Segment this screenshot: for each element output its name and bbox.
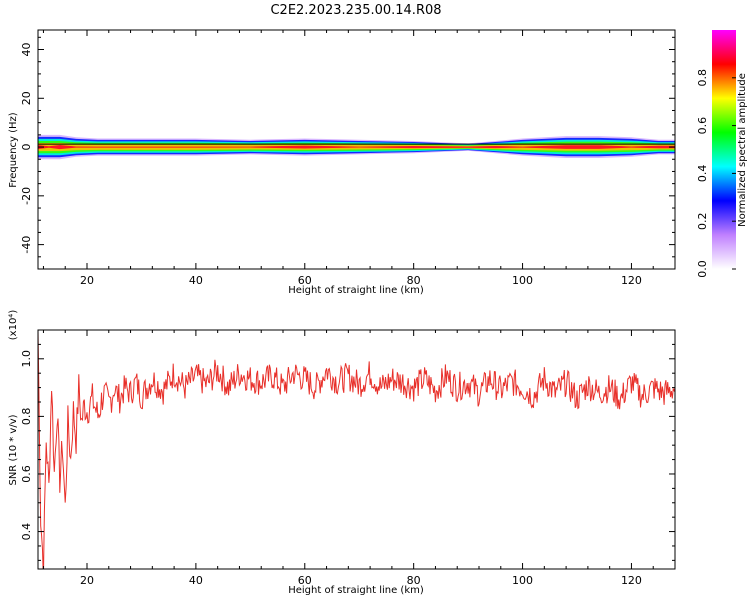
snr-frame (37, 329, 676, 570)
colorbar: 0.0 0.2 0.4 0.6 0.8 Normalized spectral ampl… (696, 30, 748, 278)
x-tick-label: 20 (80, 274, 94, 287)
y-tick-label: 0.8 (20, 408, 33, 426)
colorbar-label: Normalized spectral amplitude (737, 73, 748, 227)
x-tick-label: 100 (512, 274, 533, 287)
x-tick-label: 40 (189, 274, 203, 287)
x-tick-label: 60 (298, 274, 312, 287)
colorbar-ticks: 0.0 0.2 0.4 0.6 0.8 (696, 69, 736, 278)
x-tick-label: 120 (621, 274, 642, 287)
y-tick-label: 0.4 (20, 523, 33, 541)
snr-panel: 20 40 60 80 100 120 0.4 0.6 0.8 1.0 Height of st… (8, 310, 676, 596)
spectral-band-level (38, 145, 675, 150)
colorbar-tick-label: 0.2 (696, 212, 709, 230)
colorbar-tick-label: 0.6 (696, 117, 709, 135)
x-tick-label: 120 (621, 574, 642, 587)
y-tick-label: -40 (20, 236, 33, 254)
y-tick-label: 0 (20, 144, 33, 151)
y-tick-label: 20 (20, 91, 33, 105)
spectrogram-panel: 20 40 60 80 100 120 -40 -20 0 20 40 Height of str… (8, 29, 676, 296)
colorbar-tick-label: 0.8 (696, 69, 709, 87)
spectrogram-y-axis-label: Frequency (Hz) (8, 112, 19, 188)
chart-title: C2E2.2023.235.00.14.R08 (270, 3, 441, 18)
snr-y-axis-label: SNR (10 * v/v) (8, 414, 19, 485)
x-tick-label: 40 (189, 574, 203, 587)
x-tick-label: 100 (512, 574, 533, 587)
snr-y-multiplier-label: (x10⁴) (8, 310, 19, 341)
colorbar-tick-label: 0.4 (696, 165, 709, 183)
x-tick-label: 80 (407, 574, 421, 587)
spectrogram-x-ticks: 20 40 60 80 100 120 (42, 30, 676, 287)
spectrogram-y-ticks: -40 -20 0 20 40 (20, 36, 675, 258)
colorbar-gradient (712, 30, 736, 269)
snr-x-ticks: 20 40 60 80 100 120 (42, 330, 676, 587)
colorbar-tick-label: 0.0 (696, 260, 709, 278)
spectrogram-x-axis-label: Height of straight line (km) (288, 285, 424, 296)
snr-series-line (38, 330, 675, 569)
y-tick-label: 40 (20, 43, 33, 57)
spectrogram-frame (37, 29, 676, 270)
x-tick-label: 20 (80, 574, 94, 587)
snr-x-axis-label: Height of straight line (km) (288, 585, 424, 596)
x-tick-label: 80 (407, 274, 421, 287)
x-tick-label: 60 (298, 574, 312, 587)
snr-plot-area (38, 330, 675, 569)
snr-y-ticks: 0.4 0.6 0.8 1.0 (20, 343, 675, 561)
y-tick-label: -20 (20, 187, 33, 205)
y-tick-label: 1.0 (20, 350, 33, 368)
y-tick-label: 0.6 (20, 465, 33, 483)
